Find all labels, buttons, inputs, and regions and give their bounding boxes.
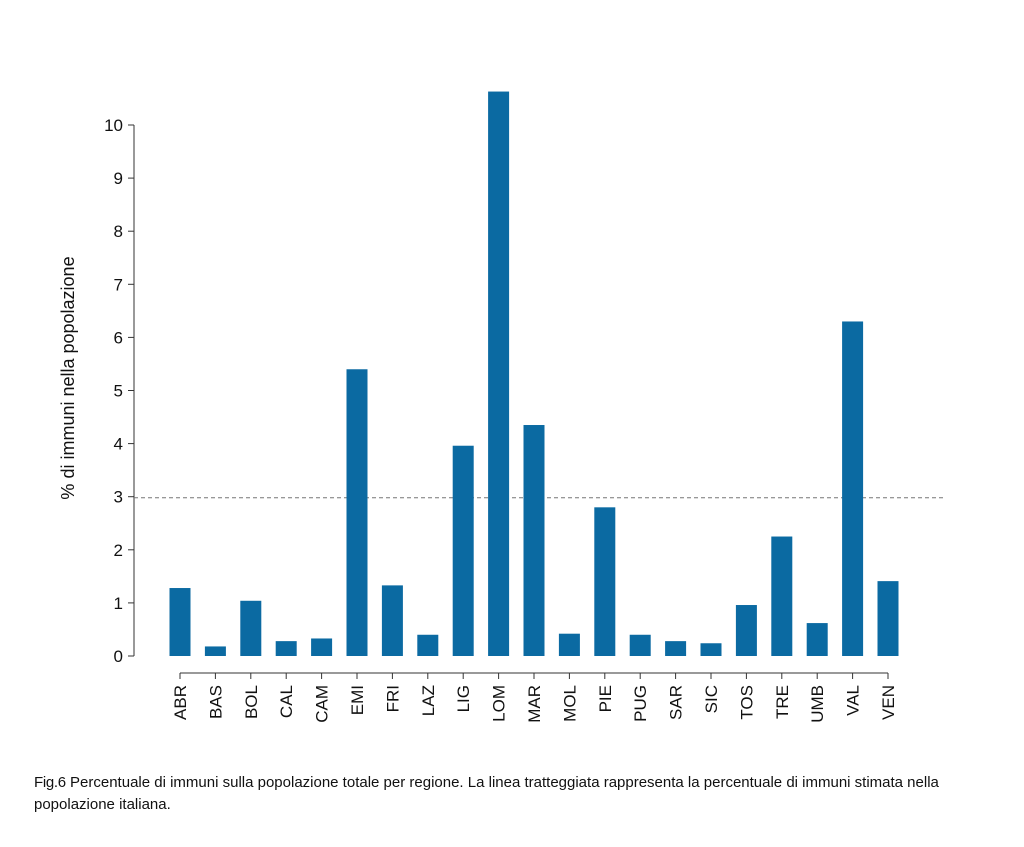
bar-sic (700, 643, 722, 656)
y-tick-label: 4 (114, 435, 123, 454)
bar-lig (452, 445, 474, 656)
bar-fri (381, 585, 403, 656)
y-tick-label: 9 (114, 169, 123, 188)
x-tick-label: MOL (560, 685, 579, 722)
x-tick-label: MAR (525, 685, 544, 723)
bar-mol (558, 633, 580, 656)
figure-caption: Fig.6 Percentuale di immuni sulla popola… (34, 772, 974, 816)
x-tick-label: TOS (737, 685, 756, 720)
figure-number: Fig.6 (34, 774, 66, 791)
x-tick-label: CAL (277, 685, 296, 718)
x-tick-label: BOL (242, 685, 261, 719)
x-tick-label: EMI (348, 685, 367, 715)
x-tick-label: SIC (702, 685, 721, 713)
x-tick-label: TRE (773, 685, 792, 719)
x-tick-label: BAS (206, 685, 225, 719)
bar-pug (629, 634, 651, 656)
bar-laz (417, 634, 439, 656)
x-axis: ABR BAS BOL CAL CAM EMI FRI LAZ LIG LOM MAR MOL PIE P… (171, 672, 898, 723)
bar-tos (735, 605, 757, 656)
bar-val (842, 321, 864, 656)
bar-tre (771, 536, 793, 656)
y-axis: 0 1 2 3 4 5 6 7 8 9 10 (104, 116, 135, 666)
x-tick-label: LAZ (419, 685, 438, 716)
bar-cal (275, 641, 297, 656)
x-tick-label: VAL (844, 685, 863, 716)
x-tick-label: VEN (879, 685, 898, 720)
bar-lom (488, 91, 510, 656)
x-tick-label: SAR (667, 685, 686, 720)
x-tick-label: ABR (171, 685, 190, 720)
y-tick-label: 5 (114, 382, 123, 401)
bar-bol (240, 600, 262, 656)
bar-chart: 0 1 2 3 4 5 6 7 8 9 10 ABR BAS BOL CAL CAM EMI FRI LAZ LIG… (58, 91, 944, 723)
x-tick-label: FRI (383, 685, 402, 712)
y-tick-label: 7 (114, 275, 123, 294)
y-tick-label: 0 (114, 647, 123, 666)
x-tick-label: LOM (490, 685, 509, 722)
y-axis-label: % di immuni nella popolazione (58, 256, 78, 499)
bar-ven (877, 581, 899, 656)
bar-bas (204, 646, 226, 656)
x-tick-label: LIG (454, 685, 473, 712)
caption-text: Percentuale di immuni sulla popolazione … (34, 774, 939, 813)
y-tick-label: 2 (114, 541, 123, 560)
bars (169, 91, 899, 656)
bar-emi (346, 369, 368, 656)
y-tick-label: 6 (114, 328, 123, 347)
bar-mar (523, 425, 545, 656)
x-tick-label: PIE (596, 685, 615, 712)
bar-sar (665, 641, 687, 656)
bar-umb (806, 623, 828, 656)
y-tick-label: 10 (104, 116, 123, 135)
x-tick-label: UMB (808, 685, 827, 723)
bar-abr (169, 588, 191, 656)
y-tick-label: 8 (114, 222, 123, 241)
x-tick-label: PUG (631, 685, 650, 722)
y-tick-label: 3 (114, 488, 123, 507)
x-tick-label: CAM (313, 685, 332, 723)
bar-cam (311, 638, 333, 656)
bar-pie (594, 507, 616, 656)
y-tick-label: 1 (114, 594, 123, 613)
